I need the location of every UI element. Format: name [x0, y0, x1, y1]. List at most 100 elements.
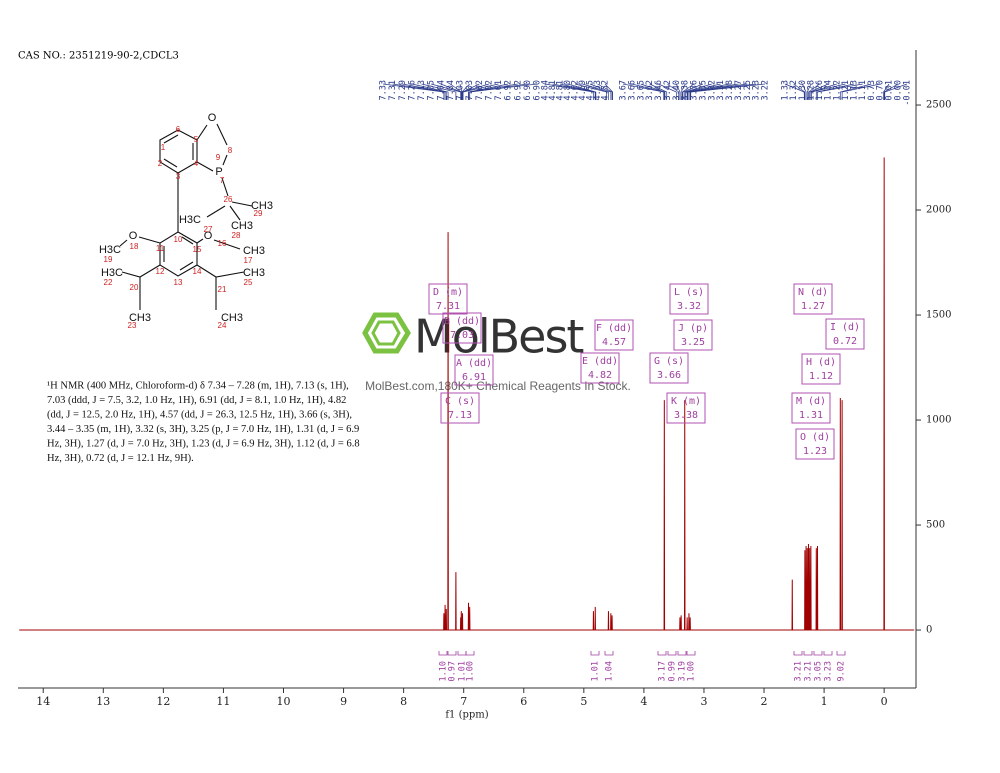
peak-connector: [689, 83, 757, 100]
multiplet-shift: 6.91: [462, 372, 486, 383]
integral-label: 3.17: [658, 661, 668, 681]
peak-label: 3.62: [645, 80, 655, 100]
peak-label: 1.30: [798, 80, 808, 100]
peak-connector: [808, 83, 820, 100]
integral-label: 1.00: [687, 661, 697, 681]
atom-number: 7: [220, 176, 225, 185]
peak-connector: [649, 83, 668, 100]
multiplet-shift: 3.66: [657, 370, 681, 381]
atom-number: 12: [156, 267, 165, 276]
peak-label: 3.23: [752, 80, 762, 100]
atom-label: H3C: [99, 244, 121, 256]
multiplet-name: K (m): [671, 396, 701, 407]
integral-label: 3.21: [794, 661, 804, 681]
peak-label: 3.67: [619, 80, 629, 100]
peak-connector: [582, 83, 609, 100]
multiplet-shift: 3.25: [681, 337, 705, 348]
peak-connector: [806, 83, 812, 100]
peak-connector: [811, 83, 846, 100]
peak-connector: [687, 83, 739, 100]
peak-label: 0.73: [867, 80, 877, 100]
multiplet-name: N (d): [798, 287, 828, 298]
integral-bracket: [657, 651, 667, 656]
multiplet-name: L (s): [674, 287, 704, 298]
peak-connector: [450, 83, 462, 100]
atom-number: 22: [104, 278, 113, 287]
x-tick-label: 13: [96, 695, 110, 708]
y-tick-label: 1500: [926, 310, 951, 321]
y-tick-label: 2000: [926, 205, 951, 216]
x-tick-label: 4: [640, 695, 647, 708]
peak-connector: [469, 83, 538, 100]
integral-label: 1.01: [591, 661, 601, 681]
atom-number: 10: [174, 235, 183, 244]
atom-label: CH3: [129, 312, 151, 324]
integral-label: 3.05: [814, 661, 824, 681]
atom-number: 26: [224, 195, 233, 204]
atom-label: CH3: [251, 200, 273, 212]
peak-label: 6.92: [504, 80, 514, 100]
peak-label: 3.40: [672, 80, 682, 100]
x-tick-label: 0: [881, 695, 888, 708]
peak-label: 0.00: [894, 80, 904, 100]
multiplet-name: I (d): [830, 322, 860, 333]
peak-label: 3.27: [734, 80, 744, 100]
atom-number: 27: [204, 225, 213, 234]
integral-label: 9.02: [837, 661, 847, 681]
peak-connector: [793, 83, 806, 100]
peak-connector: [688, 83, 748, 100]
multiplet-name: G (s): [654, 356, 684, 367]
y-tick-label: 2500: [926, 100, 951, 111]
peak-connector: [682, 83, 704, 100]
atom-label: O: [129, 230, 138, 242]
peak-connector: [841, 83, 881, 100]
x-axis-label: f1 (ppm): [445, 710, 488, 721]
peak-label: 4.84: [541, 80, 551, 100]
multiplet-name: D (m): [433, 287, 463, 298]
integral-bracket: [677, 651, 687, 656]
atom-number: 29: [254, 209, 263, 218]
peak-label: 4.80: [563, 80, 573, 100]
integral-label: 3.23: [824, 661, 834, 681]
integral-bracket: [465, 651, 475, 656]
multiplet-box: [791, 392, 831, 424]
title: CAS NO.: 2351219-90-2,CDCL3: [18, 51, 179, 62]
multiplet-shift: 3.32: [677, 301, 701, 312]
multiplet-box: [580, 352, 620, 384]
peak-connector: [684, 83, 721, 100]
peak-connector: [883, 83, 890, 100]
peak-connector: [567, 83, 597, 100]
peak-label: 0.70: [876, 80, 886, 100]
x-tick-label: 2: [761, 695, 768, 708]
atom-number: 11: [156, 244, 165, 253]
multiplet-name: H (d): [806, 357, 836, 368]
atom-number: 1: [161, 143, 166, 152]
multiplet-shift: 7.03: [450, 330, 474, 341]
watermark-logo: [362, 312, 411, 354]
description-line: (dd, J = 12.5, 2.0 Hz, 1H), 4.57 (dd, J …: [47, 409, 352, 420]
x-tick-label: 5: [580, 695, 587, 708]
atom-number: 17: [244, 256, 253, 265]
peak-connector: [462, 83, 489, 100]
peak-label: 1.11: [858, 80, 868, 100]
peak-connector: [884, 83, 908, 100]
peak-label: 4.81: [548, 80, 558, 100]
integral-bracket: [823, 651, 833, 656]
peak-connector: [839, 83, 872, 100]
peak-label: 3.31: [716, 80, 726, 100]
peak-connector: [667, 83, 680, 100]
atom-label: O: [204, 230, 213, 242]
peak-label: 7.13: [417, 80, 427, 100]
multiplet-shift: 4.57: [602, 337, 626, 348]
peak-connector: [686, 83, 730, 100]
atom-label: P: [215, 166, 222, 178]
peak-label: 7.01: [494, 80, 504, 100]
peak-label: 3.42: [663, 80, 673, 100]
peak-label: 1.13: [850, 80, 860, 100]
spectrum-line: [19, 157, 915, 631]
peak-label: 6.90: [533, 80, 543, 100]
peak-label: 1.22: [832, 80, 842, 100]
peak-label: 7.05: [427, 80, 437, 100]
structure-bonds: [119, 123, 253, 310]
multiplet-name: C (s): [445, 396, 475, 407]
